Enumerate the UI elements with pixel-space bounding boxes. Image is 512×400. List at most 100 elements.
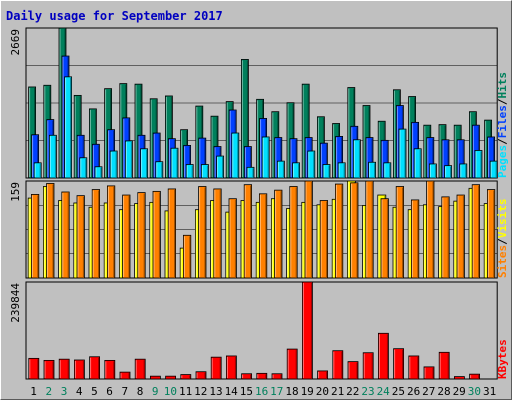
kbytes-bar: 75000 [393,348,405,380]
day-label: 9 [152,385,159,398]
kbytes-bar: 6000 [453,376,465,380]
kbytes-max-label: 239844 [9,283,22,323]
sites-bar: 150 [289,186,298,279]
day-label: 5 [91,385,98,398]
hits-max-label: 2669 [9,29,22,56]
day-label: 18 [285,385,298,398]
sites-bar: 142 [152,190,161,279]
kbytes-bar: 13000 [271,373,283,380]
sites-bar: 146 [213,188,222,279]
kbytes-bar: 7000 [149,375,161,380]
day-label: 29 [453,385,466,398]
day-label: 20 [316,385,329,398]
legend-separator: / [496,238,509,245]
sites-bar: 162 [304,180,313,279]
kbytes-bar: 57000 [408,355,420,380]
day-label: 11 [179,385,192,398]
day-label: 17 [270,385,283,398]
day-label: 14 [225,385,239,398]
day-label: 12 [194,385,207,398]
pages-bar: 290 [155,161,164,179]
kbytes-bar: 74000 [286,348,298,380]
chart-title: Daily usage for September 2017 [6,9,223,23]
legend-separator: / [496,138,509,145]
kbytes-bar: 70000 [332,350,344,380]
kbytes-bar: 47000 [74,359,85,380]
pages-bar: 240 [200,164,209,179]
kbytes-bar: 57000 [225,355,237,380]
legend-pages: Pages [496,145,509,178]
day-label: 7 [121,385,128,398]
sites-bar: 151 [107,185,116,279]
pages-bar: 280 [368,161,377,179]
sites-bar: 146 [167,188,176,279]
kbytes-panel: 2398445100046000490004700055000460001700… [9,281,509,380]
kbytes-bar: 11000 [180,374,192,380]
legend-hits: Hits [496,72,509,99]
sites-bar: 130 [380,198,389,279]
pages-bar: 520 [140,148,149,179]
files-bar: 580 [183,145,192,179]
kbytes-bar: 55000 [89,356,100,380]
sites-bar: 137 [30,194,40,279]
sites-legend: Sites/Visits [496,199,509,279]
pages-bar: 250 [428,163,437,179]
pages-bar: 270 [33,162,42,179]
pages-bar: 490 [474,150,483,179]
pages-bar: 200 [94,166,103,179]
pages-bar: 390 [216,155,225,179]
day-label: 1 [30,385,37,398]
pages-bar: 870 [398,128,407,179]
kbytes-bar: 17000 [119,371,131,380]
pages-bar: 240 [185,164,194,179]
sites-bar: 136 [122,194,131,279]
day-label: 24 [377,385,391,398]
pages-bar: 250 [459,163,468,179]
kbytes-bar: 13000 [241,373,253,380]
kbytes-bar: 12000 [469,373,481,380]
legend-kbytes: KBytes [496,339,509,379]
day-label: 30 [468,385,481,398]
sites-bar: 144 [274,189,283,279]
sites-bar: 145 [486,189,496,279]
kbytes-bar: 46000 [104,359,116,380]
sites-visits-panel: 1591311501271231161231121221241104911212… [9,180,509,279]
pages-bar: 520 [413,148,422,179]
kbytes-legend: KBytes [496,339,509,379]
legend-visits: Visits [496,199,509,239]
pages-bar: 1800 [64,76,72,179]
kbytes-bar: 14000 [256,372,268,380]
day-label: 21 [331,385,344,398]
day-label: 8 [137,385,144,398]
day-label: 23 [361,385,374,398]
legend-separator: / [496,98,509,105]
day-label: 25 [392,385,405,398]
sites-bar: 150 [198,186,207,279]
day-label: 27 [422,385,435,398]
sites-bar: 141 [61,191,70,279]
day-axis-labels: 1 2 3 4 5 6 7 8 9 10 11 12 13 14 15 16 17 18 19 20 21 22 23 24 2… [30,385,496,398]
sites-bar: 70 [182,234,192,279]
hits-legend: Pages/Files/Hits [496,72,509,178]
legend-files: Files [496,105,509,138]
day-label: 15 [240,385,253,398]
day-label: 26 [407,385,420,398]
sites-bar: 145 [91,189,100,279]
day-label: 2 [45,385,52,398]
day-label: 6 [106,385,113,398]
pages-bar: 190 [246,166,255,179]
day-label: 13 [209,385,222,398]
kbytes-bar: 46000 [43,359,55,380]
pages-bar: 660 [125,140,133,179]
sites-bar: 156 [350,182,359,279]
sites-bar: 128 [410,199,420,279]
kbytes-bar: 18000 [195,371,207,380]
kbytes-bar: 49000 [134,358,146,380]
pages-bar: 270 [292,162,301,179]
kbytes-bar: 30000 [423,366,435,380]
hits-files-pages-panel: 2669162016502669147012301590168016701410… [9,27,509,179]
pages-bar: 530 [170,147,179,179]
day-label: 22 [346,385,359,398]
